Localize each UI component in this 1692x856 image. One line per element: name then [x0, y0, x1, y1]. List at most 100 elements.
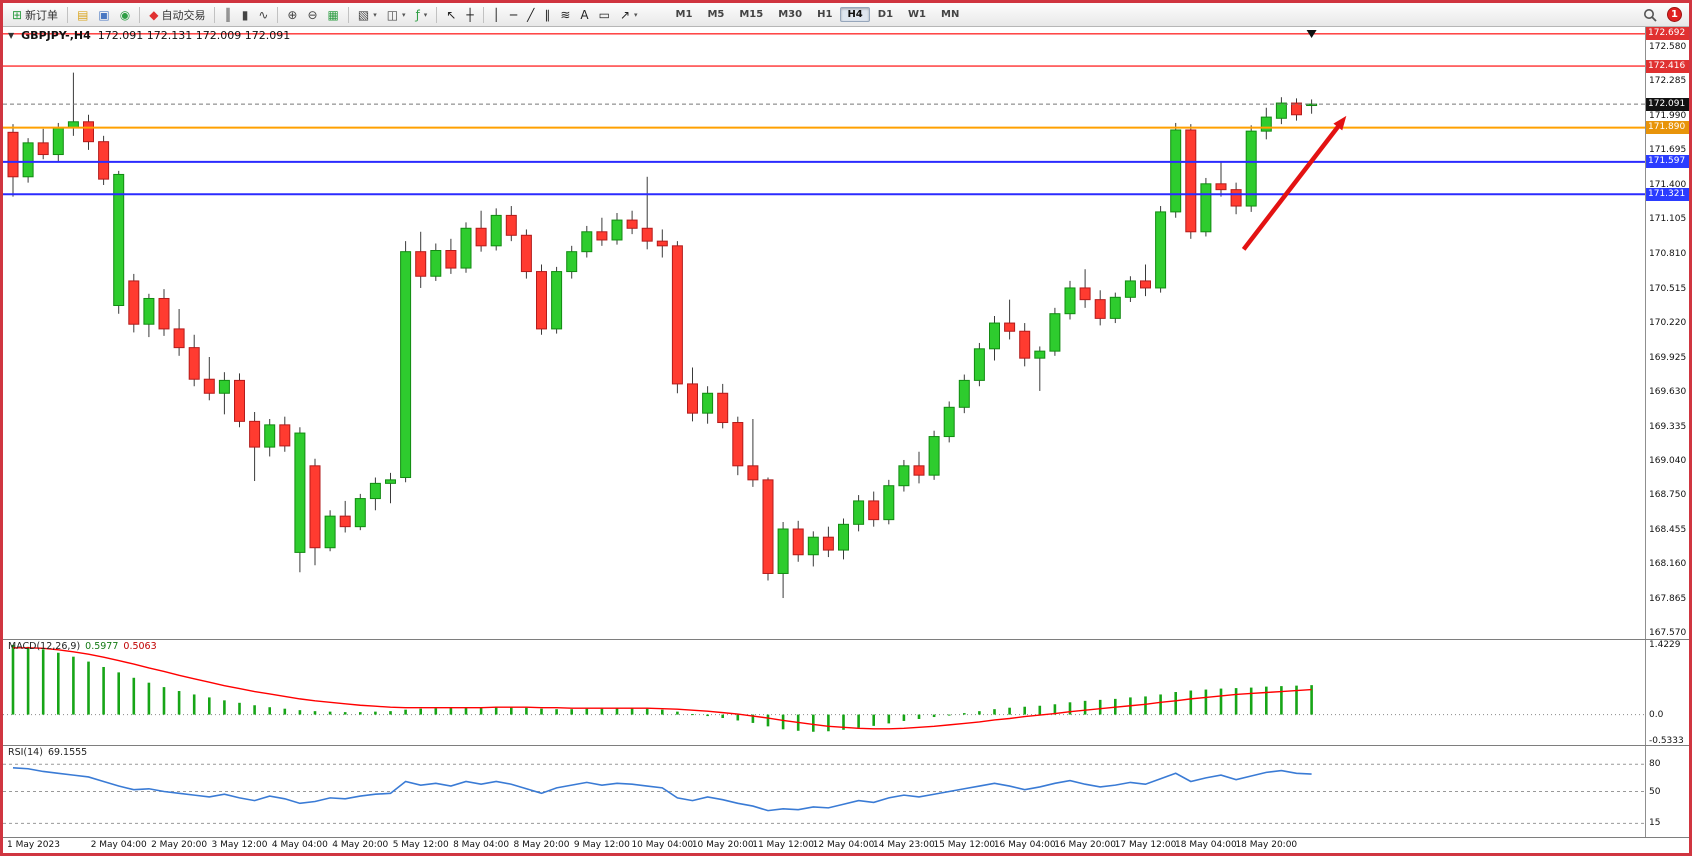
price-axis[interactable]: 172.580 172.285 171.990 171.695 171.400 171.1… — [1645, 27, 1689, 639]
candle — [400, 251, 412, 479]
vertical-line-button[interactable]: │ — [488, 7, 505, 23]
macd-bar — [947, 714, 951, 716]
time-label: 8 May 04:00 — [453, 840, 510, 850]
macd-bar — [570, 709, 573, 715]
candle — [490, 214, 502, 247]
time-label: 17 May 12:00 — [1114, 840, 1177, 850]
candle — [445, 250, 457, 269]
autotrading-label: 自动交易 — [161, 8, 206, 22]
macd-bar — [1053, 704, 1057, 715]
timeframe-h4-button[interactable]: H4 — [840, 7, 870, 22]
autotrading-icon: ◆ — [149, 7, 159, 22]
candle — [430, 250, 442, 277]
macd-bar — [676, 711, 679, 715]
search-icon[interactable] — [1643, 8, 1657, 22]
timeframe-d1-button[interactable]: D1 — [877, 9, 894, 20]
horizontal-line-button[interactable]: ─ — [505, 7, 522, 23]
history-center-button[interactable]: ◉ — [115, 7, 135, 23]
macd-bar — [253, 705, 256, 715]
candle — [158, 297, 170, 330]
macd-canvas[interactable] — [3, 640, 1645, 745]
rsi-axis[interactable]: 80 50 15 — [1645, 746, 1689, 837]
indicators-button[interactable]: ƒ ▾ — [411, 7, 433, 23]
text-button[interactable]: A — [575, 7, 593, 23]
timeframe-m30-button[interactable]: M30 — [778, 9, 803, 20]
candle — [717, 392, 729, 424]
macd-bar — [449, 707, 453, 715]
marker-triangle-icon[interactable] — [1306, 30, 1317, 38]
notification-badge[interactable]: 1 — [1667, 7, 1682, 22]
candle — [1260, 116, 1272, 132]
market-watch-button[interactable]: ▣ — [93, 7, 114, 23]
macd-panel: MACD(12,26,9) 0.5977 0.5063 1.4229 0.0 -0.… — [3, 639, 1689, 746]
timeframe-mn-button[interactable]: MN — [941, 9, 960, 20]
new-order-button[interactable]: ⊞ 新订单 — [7, 5, 63, 25]
candle — [958, 379, 970, 408]
chart-title: ▼ GBPJPY-,H4 172.091 172.131 172.009 172… — [8, 29, 290, 42]
macd-bar — [902, 714, 906, 721]
history-center-icon: ◉ — [119, 7, 131, 22]
arrows-tool-button[interactable]: ↗ ▾ — [615, 7, 643, 23]
crosshair-button[interactable]: ┼ — [461, 7, 478, 23]
candle — [687, 383, 698, 414]
bar-chart-mode-button[interactable]: ║ — [219, 7, 236, 23]
fibonacci-button[interactable]: ≋ — [555, 7, 575, 23]
trendline-icon: ╱ — [527, 7, 535, 22]
macd-bar — [963, 713, 966, 715]
autotrading-button[interactable]: ◆ 自动交易 — [144, 5, 210, 25]
macd-bar — [1159, 694, 1162, 715]
macd-bar — [812, 714, 815, 732]
timeframe-h1-button[interactable]: H1 — [817, 9, 833, 20]
time-label: 4 May 04:00 — [271, 840, 328, 850]
timeframe-m15-button[interactable]: M15 — [739, 9, 764, 20]
arrow-annotation[interactable] — [1241, 119, 1345, 251]
time-axis[interactable]: 1 May 2023 2 May 04:00 2 May 20:00 3 May 12… — [3, 837, 1689, 853]
macd-axis-tick: 1.4229 — [1649, 639, 1681, 650]
candle — [596, 231, 608, 241]
macd-bar — [661, 709, 664, 715]
macd-axis-tick: -0.5333 — [1649, 735, 1684, 746]
macd-bar — [1008, 707, 1011, 715]
equidistant-channel-button[interactable]: ∥ — [539, 7, 555, 23]
rsi-panel: RSI(14) 69.1555 80 50 15 — [3, 745, 1689, 837]
profiles-button[interactable]: ◫ ▾ — [382, 7, 411, 23]
time-label: 2 May 04:00 — [90, 840, 147, 850]
timeframe-w1-button[interactable]: W1 — [908, 9, 927, 20]
tile-windows-icon: ▦ — [327, 7, 339, 22]
zoom-in-button[interactable]: ⊕ — [282, 7, 302, 23]
timeframe-m5-button[interactable]: M5 — [707, 9, 725, 20]
candle — [203, 378, 215, 394]
tile-windows-button[interactable]: ▦ — [323, 7, 344, 23]
candle — [838, 523, 849, 551]
new-chart-button[interactable]: ▧ ▾ — [353, 7, 382, 23]
macd-bar — [313, 711, 317, 715]
horizontal-line-icon: ─ — [509, 7, 518, 22]
rsi-canvas[interactable] — [3, 746, 1645, 837]
trendline-button[interactable]: ╱ — [522, 7, 539, 23]
macd-bar — [1098, 699, 1102, 715]
candle — [883, 485, 895, 521]
toolbar-buttons: ⊞ 新订单 ▤ ▣ ◉ ◆ 自动交易 ║ ▮ ∿ ⊕ ⊖ ▦ ▧ ▾ ◫ ▾ ƒ ▾ ↖ ┼ │ ─ ╱ ∥ ≋ A ▭ ↗ ▾ — [7, 5, 643, 25]
cursor-button[interactable]: ↖ — [441, 7, 461, 23]
candle-chart-mode-button[interactable]: ▮ — [237, 7, 254, 23]
zoom-out-button[interactable]: ⊖ — [302, 7, 322, 23]
candle — [415, 251, 427, 277]
chart-canvas[interactable] — [3, 27, 1645, 639]
toolbar-right: 1 — [1643, 7, 1685, 22]
price-level-badge: 171.597 — [1646, 155, 1689, 169]
rsi-line — [12, 767, 1312, 812]
price-tick: 171.990 — [1649, 110, 1687, 121]
time-label: 11 May 12:00 — [752, 840, 814, 850]
macd-axis[interactable]: 1.4229 0.0 -0.5333 — [1645, 639, 1689, 746]
text-label-button[interactable]: ▭ — [594, 7, 615, 23]
price-tick: 171.695 — [1649, 145, 1687, 156]
candle — [218, 379, 230, 394]
line-chart-mode-button[interactable]: ∿ — [253, 7, 273, 23]
candle — [1230, 189, 1242, 207]
strategy-tester-button[interactable]: ▤ — [72, 7, 93, 23]
collapse-triangle-icon[interactable]: ▼ — [8, 31, 15, 40]
macd-bar — [1023, 706, 1026, 715]
macd-bar — [917, 714, 921, 719]
candle — [1094, 299, 1106, 319]
timeframe-m1-button[interactable]: M1 — [675, 9, 693, 20]
